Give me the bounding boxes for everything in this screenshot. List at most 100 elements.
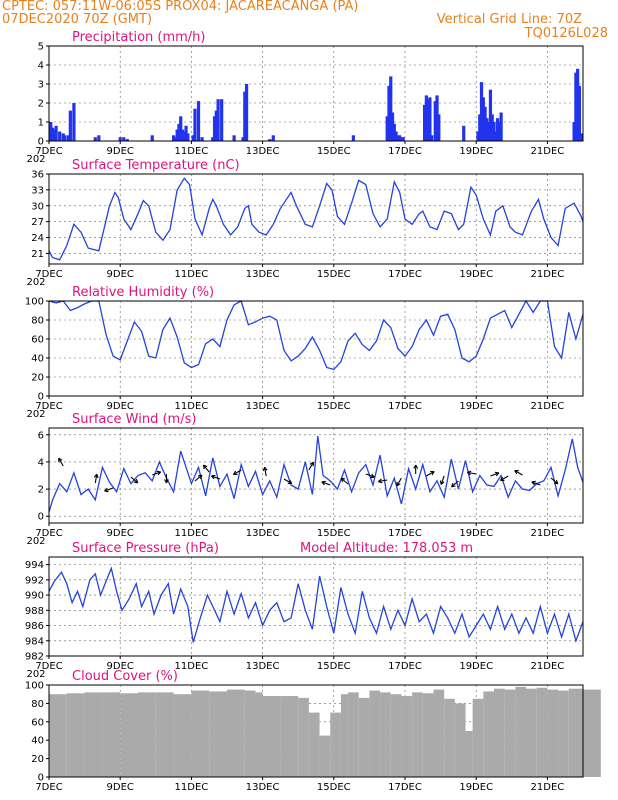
precip-bar xyxy=(173,137,177,141)
cloud-bar xyxy=(401,696,413,777)
wind-arrow xyxy=(308,461,314,471)
cloud-title: Cloud Cover (%) xyxy=(72,669,178,684)
precip-bar xyxy=(220,99,224,141)
precip-ytick-label: 2 xyxy=(38,99,44,110)
wind-arrow xyxy=(550,477,559,485)
cloud-bar xyxy=(66,693,85,777)
precip-bar xyxy=(492,122,496,141)
precip-bar xyxy=(191,135,195,141)
precip-bar xyxy=(494,131,498,141)
wind-arrow xyxy=(58,457,64,467)
precip-bar xyxy=(66,135,71,141)
cloud-xtick-label: 15DEC xyxy=(317,782,351,793)
precip-bar xyxy=(430,135,434,141)
wind-xtick-label: 19DEC xyxy=(459,528,493,539)
precip-frame xyxy=(48,45,584,142)
rh-series-line xyxy=(48,299,584,371)
cloud-bar xyxy=(472,698,484,777)
precip-bar xyxy=(214,110,218,141)
rh-xtick-label: 7DEC xyxy=(35,401,62,412)
precip-bar xyxy=(497,122,501,141)
precip-xtick-label: 7DEC xyxy=(35,146,62,157)
cloud-bar xyxy=(483,691,494,777)
pres-xtick-label: 13DEC xyxy=(246,661,280,672)
precip-panel: 0 1 2 3 4 5 7DEC 9DEC 11DEC 13DEC 15DEC 17DEC 19DEC 2… xyxy=(26,30,584,165)
precip-bar xyxy=(193,108,197,141)
cloud-bar xyxy=(120,693,138,777)
wind-xtick-label: 9DEC xyxy=(107,528,134,539)
precip-bar xyxy=(399,137,404,141)
pres-ytick-label: 994 xyxy=(25,560,44,571)
temp-ytick-label: 30 xyxy=(31,201,44,212)
precip-bar xyxy=(433,101,437,141)
cloud-bar xyxy=(358,697,370,777)
cloud-xtick-label: 21DEC xyxy=(531,782,565,793)
cloud-bar xyxy=(84,692,103,777)
wind-arrow xyxy=(365,473,375,479)
precip-bar xyxy=(68,110,72,141)
rh-year-fragment: 202 xyxy=(26,409,45,420)
precip-ytick-label: 3 xyxy=(38,80,44,91)
pres-title: Surface Pressure (hPa) xyxy=(72,541,219,556)
wind-year-fragment: 202 xyxy=(26,536,45,547)
precip-bar xyxy=(122,137,126,141)
rh-title: Relative Humidity (%) xyxy=(72,285,214,300)
cloud-bar xyxy=(209,691,227,777)
precip-xtick-label: 9DEC xyxy=(107,146,134,157)
precip-bar xyxy=(401,137,405,141)
wind-arrow xyxy=(466,470,477,476)
cloud-bar xyxy=(369,690,381,777)
precip-bar xyxy=(398,135,402,141)
precip-ytick-label: 0 xyxy=(38,137,44,148)
temp-xtick-label: 7DEC xyxy=(35,269,62,280)
precip-bar xyxy=(499,112,503,141)
wind-arrow xyxy=(194,474,203,482)
cloud-xtick-label: 9DEC xyxy=(107,782,134,793)
precip-bar xyxy=(579,133,583,141)
precip-bar xyxy=(175,129,179,141)
cloud-xtick-label: 7DEC xyxy=(35,782,62,793)
cloud-bar xyxy=(138,692,156,777)
precip-bar xyxy=(125,139,129,141)
precip-year-fragment: 202 xyxy=(26,154,45,165)
rh-xtick-label: 11DEC xyxy=(175,401,209,412)
precip-bar xyxy=(424,95,428,141)
pres-xtick-label: 11DEC xyxy=(175,661,209,672)
precip-bar xyxy=(150,135,154,141)
cloud-bar xyxy=(262,696,281,777)
cloud-ytick-label: 20 xyxy=(31,754,44,765)
precip-bar xyxy=(216,99,220,141)
pres-ytick-label: 982 xyxy=(25,652,44,663)
precip-title: Precipitation (mm/h) xyxy=(72,30,205,45)
cloud-ytick-label: 40 xyxy=(31,736,44,747)
cloud-bar xyxy=(255,692,263,777)
wind-xtick-label: 17DEC xyxy=(388,528,422,539)
cloud-bar xyxy=(330,712,341,777)
precip-xtick-label: 15DEC xyxy=(317,146,351,157)
cloud-bar xyxy=(298,697,309,777)
precip-bar xyxy=(200,137,204,141)
wind-arrow xyxy=(413,464,419,474)
precip-bar xyxy=(271,135,275,141)
cloud-bar xyxy=(526,688,537,777)
precip-bar xyxy=(58,131,62,141)
precip-bar xyxy=(232,135,236,141)
wind-arrow xyxy=(450,480,459,488)
precip-bar xyxy=(488,89,493,141)
run-datetime: 07DEC2020 70Z (GMT) xyxy=(2,12,153,27)
precip-bar xyxy=(61,133,65,141)
precip-bar xyxy=(577,85,582,141)
precip-bar xyxy=(97,135,101,141)
precip-bar xyxy=(172,135,176,141)
precip-bar xyxy=(462,125,466,141)
wind-ytick-label: 6 xyxy=(38,430,44,441)
rh-xtick-label: 13DEC xyxy=(246,401,280,412)
pres-xtick-label: 7DEC xyxy=(35,661,62,672)
temp-xtick-label: 19DEC xyxy=(459,269,493,280)
cloud-bar xyxy=(244,690,256,777)
precip-bar xyxy=(435,95,439,141)
cloud-ytick-label: 60 xyxy=(31,717,44,728)
cloud-xtick-label: 17DEC xyxy=(388,782,422,793)
rh-xtick-label: 19DEC xyxy=(459,401,493,412)
cloud-xtick-label: 13DEC xyxy=(246,782,280,793)
